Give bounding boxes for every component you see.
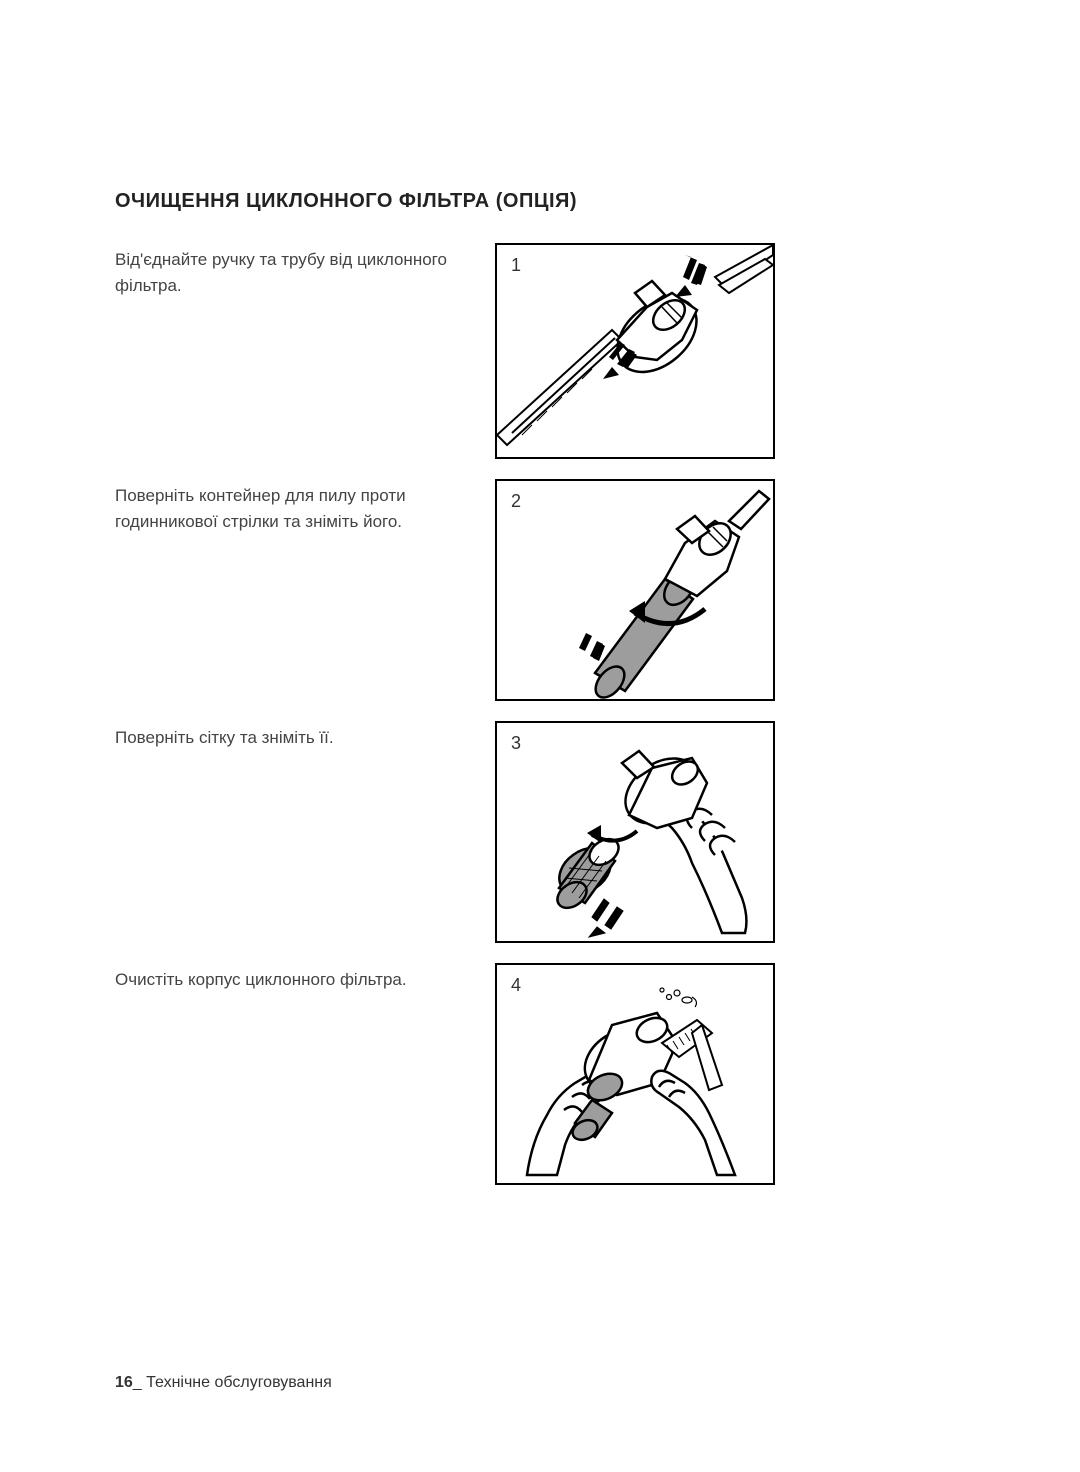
illustration-1	[497, 245, 773, 457]
illustration-2	[497, 481, 773, 699]
illustration-4	[497, 965, 773, 1183]
step-text-2: Поверніть контейнер для пилу проти годин…	[115, 479, 485, 534]
step-text-4: Очистіть корпус циклонного фільтра.	[115, 963, 485, 993]
step-text-3: Поверніть сітку та зніміть її.	[115, 721, 485, 751]
figure-number-2: 2	[511, 491, 521, 512]
figure-number-4: 4	[511, 975, 521, 996]
figure-3: 3	[495, 721, 775, 943]
section-heading: ОЧИЩЕННЯ ЦИКЛОННОГО ФІЛЬТРА (ОПЦІЯ)	[115, 190, 965, 213]
illustration-3	[497, 723, 773, 941]
figure-number-1: 1	[511, 255, 521, 276]
figure-number-3: 3	[511, 733, 521, 754]
figure-1: 1	[495, 243, 775, 459]
step-row-4: Очистіть корпус циклонного фільтра. 4	[115, 963, 965, 1195]
figure-4: 4	[495, 963, 775, 1185]
page-number: 16	[115, 1374, 133, 1391]
page-footer: 16_ Технічне обслуговування	[115, 1374, 332, 1392]
figure-2: 2	[495, 479, 775, 701]
step-row-2: Поверніть контейнер для пилу проти годин…	[115, 479, 965, 711]
footer-section: _ Технічне обслуговування	[133, 1374, 332, 1391]
step-text-1: Від'єднайте ручку та трубу від циклонног…	[115, 243, 485, 298]
step-row-1: Від'єднайте ручку та трубу від циклонног…	[115, 243, 965, 469]
step-row-3: Поверніть сітку та зніміть її. 3	[115, 721, 965, 953]
